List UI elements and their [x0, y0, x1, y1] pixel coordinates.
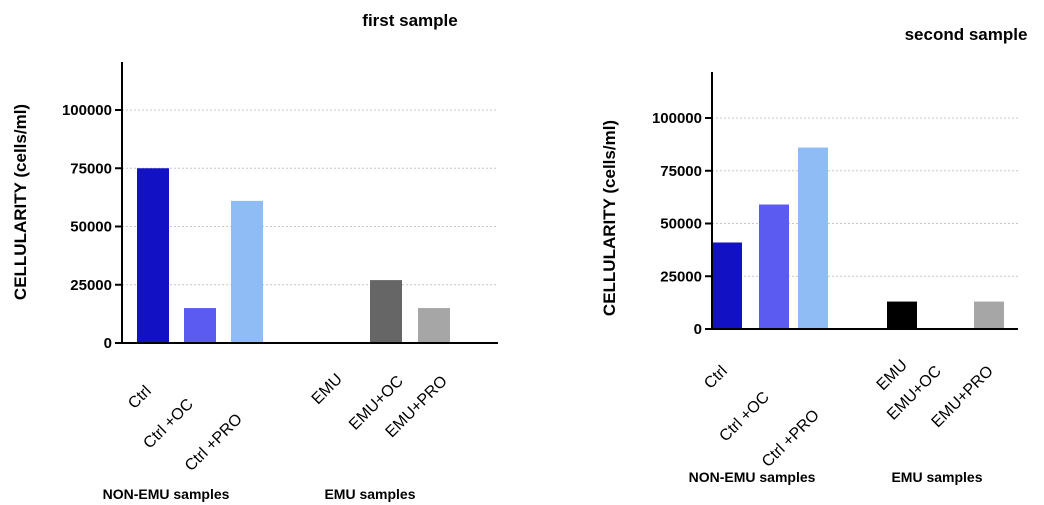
y-axis-label: CELLULARITY (cells/ml): [11, 104, 30, 300]
y-tick-label: 75000: [70, 160, 112, 177]
y-tick-label: 25000: [660, 268, 702, 285]
group-label: EMU samples: [891, 469, 982, 485]
y-tick-label: 50000: [70, 219, 112, 236]
y-tick-label: 100000: [652, 110, 702, 127]
y-tick-label: 0: [694, 321, 702, 338]
bar-ctrl-pro: [798, 147, 828, 329]
x-category-label: Ctrl +PRO: [759, 407, 823, 471]
y-tick-label: 25000: [70, 277, 112, 294]
bar-ctrl: [137, 168, 169, 343]
x-category-label: Ctrl: [125, 383, 155, 413]
y-axis-label: CELLULARITY (cells/ml): [600, 120, 619, 316]
chart-title: first sample: [362, 11, 457, 30]
x-category-label: Ctrl: [701, 363, 731, 393]
y-tick-label: 75000: [660, 163, 702, 180]
y-tick-label: 50000: [660, 216, 702, 233]
chart-2: second sample CELLULARITY (cells/ml) 0 2500…: [600, 25, 1027, 485]
x-category-label: Ctrl +OC: [716, 389, 772, 445]
chart-1: first sample CELLULARITY (cells/ml) 0 25000…: [11, 11, 498, 502]
bar-ctrl-oc: [184, 308, 216, 343]
group-label: NON-EMU samples: [689, 469, 816, 485]
x-category-label: Ctrl +PRO: [182, 411, 246, 475]
x-category-label: EMU: [874, 357, 911, 394]
bar-emu-pro: [974, 301, 1004, 329]
chart-title: second sample: [905, 25, 1028, 44]
group-label: NON-EMU samples: [103, 486, 230, 502]
bar-emu-oc: [370, 280, 402, 343]
bar-ctrl-pro: [231, 200, 263, 343]
y-tick-label: 0: [104, 335, 112, 352]
x-category-label: Ctrl +OC: [140, 396, 196, 452]
bar-emu: [887, 301, 917, 329]
bar-emu-pro: [418, 308, 450, 343]
group-label: EMU samples: [324, 486, 415, 502]
bar-ctrl-oc: [759, 204, 789, 329]
y-tick-label: 100000: [62, 102, 112, 119]
bar-ctrl: [712, 242, 742, 329]
x-category-label: EMU: [309, 371, 346, 408]
